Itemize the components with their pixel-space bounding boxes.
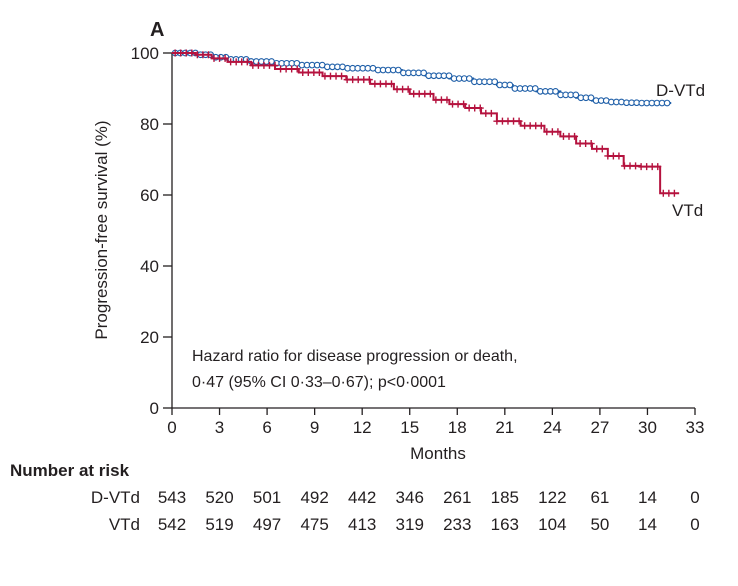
y-tick-label: 40 [140,257,159,276]
risk-row-label: D-VTd [91,488,140,507]
x-tick-label: 30 [638,418,657,437]
risk-value: 14 [638,488,657,507]
censor-mark-vtd [460,100,468,108]
censor-mark-dvtd [491,78,499,86]
censor-mark-vtd [571,132,579,140]
risk-value: 50 [590,515,609,534]
censor-mark-vtd [615,152,623,160]
series-label-dvtd: D-VTd [656,81,705,100]
risk-value: 0 [690,488,699,507]
y-tick-label: 20 [140,328,159,347]
x-tick-label: 33 [686,418,705,437]
axes [171,53,695,409]
censor-mark-dvtd [506,81,514,89]
x-tick-label: 0 [167,418,176,437]
censor-mark-vtd [598,145,606,153]
risk-value: 261 [443,488,471,507]
risk-value: 233 [443,515,471,534]
y-axis-title: Progression-free survival (%) [92,120,111,339]
hazard-ratio-annotation-line-1: Hazard ratio for disease progression or … [192,348,518,365]
risk-value: 442 [348,488,376,507]
risk-value: 492 [300,488,328,507]
censor-mark-dvtd [465,75,473,82]
censor-mark-vtd [537,122,545,130]
x-tick-label: 9 [310,418,319,437]
censor-mark-dvtd [531,85,539,92]
censor-mark-vtd [515,117,523,125]
censor-mark-vtd [293,65,301,73]
x-tick-label: 6 [262,418,271,437]
censor-mark-dvtd [445,72,453,80]
censor-mark-vtd [487,109,495,117]
censor-mark-vtd [204,51,212,59]
x-tick-label: 3 [215,418,224,437]
x-tick-label: 12 [353,418,372,437]
risk-value: 475 [300,515,328,534]
censor-mark-vtd [476,104,484,112]
x-axis-title: Months [410,444,466,463]
number-at-risk-table: D-VTd 543 520 501 492 442 346 261 185 122 61 14 0 VTd… [91,488,700,534]
censor-mark-vtd [221,54,229,62]
risk-value: 104 [538,515,566,534]
censor-mark-dvtd [394,66,402,74]
panel-label: A [150,19,164,41]
x-tick-label: 27 [590,418,609,437]
risk-value: 14 [638,515,657,534]
risk-value: 413 [348,515,376,534]
censor-mark-vtd [243,58,251,66]
risk-value: 346 [396,488,424,507]
risk-row-label: VTd [109,515,140,534]
risk-value: 163 [491,515,519,534]
series-label-vtd: VTd [672,201,703,220]
censor-mark-vtd [654,163,662,171]
number-at-risk-title: Number at risk [10,461,130,480]
risk-value: 319 [396,515,424,534]
survival-curves [171,49,680,197]
censor-mark-dvtd [420,69,428,77]
censor-mark-dvtd [552,87,559,95]
censor-mark-vtd [388,80,396,88]
censor-mark-vtd [271,61,279,69]
censor-mark-vtd [365,76,373,84]
risk-value: 501 [253,488,281,507]
risk-value: 520 [205,488,233,507]
y-ticks: 0 20 40 60 80 100 [131,44,172,418]
censor-mark-vtd [554,128,562,136]
risk-value: 185 [491,488,519,507]
x-tick-label: 15 [400,418,419,437]
risk-value: 519 [205,515,233,534]
x-tick-label: 18 [448,418,467,437]
y-tick-label: 0 [150,399,159,418]
censor-mark-vtd [587,140,595,148]
risk-value: 0 [690,515,699,534]
censor-mark-dvtd [587,94,595,102]
x-tick-label: 24 [543,418,562,437]
y-tick-label: 100 [131,44,159,63]
censor-mark-vtd [670,189,678,197]
censor-mark-vtd [632,162,640,170]
censor-mark-vtd [188,49,196,57]
risk-value: 542 [158,515,186,534]
censor-mark-vtd [315,69,323,77]
censor-mark-dvtd [572,91,580,99]
y-tick-label: 60 [140,186,159,205]
risk-value: 543 [158,488,186,507]
x-ticks: 0 3 6 9 12 15 18 21 24 27 30 33 [167,408,704,437]
risk-value: 497 [253,515,281,534]
x-tick-label: 21 [495,418,514,437]
hazard-ratio-annotation-line-2: 0·47 (95% CI 0·33–0·67); p<0·0001 [192,374,446,391]
censor-mark-vtd [426,90,434,98]
censor-mark-vtd [404,85,412,93]
censor-mark-vtd [338,72,346,80]
y-tick-label: 80 [140,115,159,134]
risk-value: 122 [538,488,566,507]
censor-mark-dvtd [663,99,671,107]
censor-mark-vtd [443,96,451,104]
risk-value: 61 [590,488,609,507]
